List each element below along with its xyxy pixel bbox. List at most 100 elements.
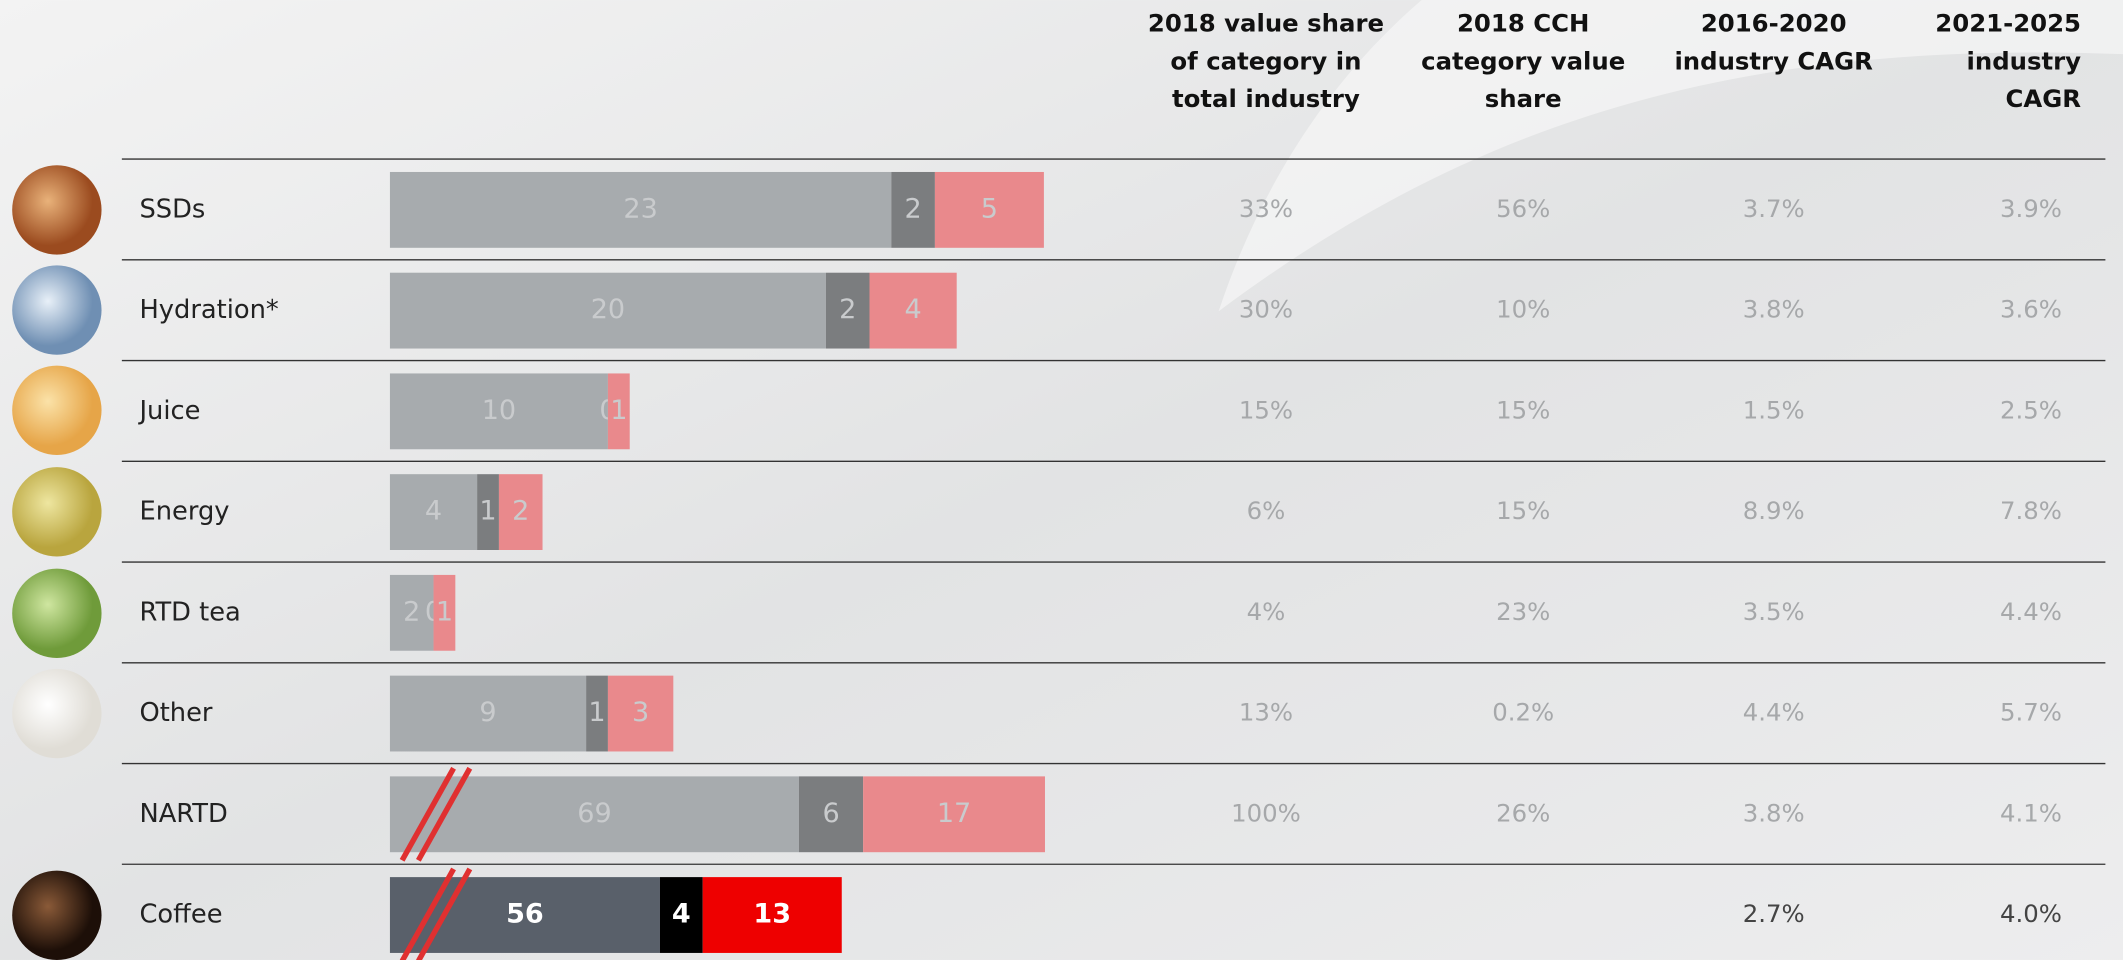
axis-break bbox=[416, 766, 473, 862]
icon bbox=[12, 467, 102, 557]
icon bbox=[12, 165, 102, 255]
icon bbox=[12, 870, 102, 960]
icon bbox=[12, 568, 102, 659]
column-header: of category in bbox=[1170, 46, 1361, 75]
bar-label: 2 bbox=[839, 294, 856, 325]
table-cell: 3.9% bbox=[2000, 194, 2062, 223]
bar-segment bbox=[389, 171, 892, 248]
bar-segment bbox=[586, 675, 608, 752]
table-cell: 23% bbox=[1496, 597, 1550, 626]
table-cell: 15% bbox=[1496, 496, 1550, 525]
bar-segment bbox=[389, 373, 608, 450]
category-label: Juice bbox=[137, 396, 200, 426]
bar-label: 1 bbox=[610, 395, 627, 426]
bar-segment bbox=[863, 776, 1045, 853]
table-cell: 3.8% bbox=[1743, 295, 1805, 324]
table-cell: 4.4% bbox=[2000, 597, 2062, 626]
bar-segment bbox=[498, 474, 543, 550]
table-cell: 4.0% bbox=[2000, 899, 2062, 928]
bar-segment bbox=[433, 574, 456, 651]
bar-segment bbox=[702, 877, 842, 953]
bar-segment bbox=[798, 776, 864, 853]
bar-label: 4 bbox=[672, 899, 691, 930]
table-cell: 3.5% bbox=[1743, 597, 1805, 626]
bar-label: 23 bbox=[623, 193, 657, 224]
axis-break bbox=[416, 867, 473, 960]
column-header: industry CAGR bbox=[1674, 46, 1873, 75]
column-header: 2021-2025 bbox=[1935, 8, 2081, 37]
bar-segment bbox=[869, 272, 957, 349]
table-cell: 33% bbox=[1239, 194, 1293, 223]
category-label: Hydration* bbox=[139, 295, 278, 325]
table-cell: 13% bbox=[1239, 698, 1293, 727]
bar-label: 13 bbox=[753, 899, 791, 930]
bar-segment bbox=[934, 171, 1044, 248]
bar-label: 6 bbox=[822, 798, 839, 829]
column-header: 2016-2020 bbox=[1701, 8, 1847, 37]
bar-label: 1 bbox=[588, 697, 605, 728]
bar-segment bbox=[607, 373, 630, 450]
bar-segment bbox=[659, 877, 703, 953]
table-cell: 1.5% bbox=[1743, 395, 1805, 424]
bar-segment bbox=[389, 877, 660, 953]
table-cell: 30% bbox=[1239, 295, 1293, 324]
table-cell: 100% bbox=[1231, 798, 1301, 827]
bar-label: 4 bbox=[904, 294, 921, 325]
bar-label: 69 bbox=[577, 798, 611, 829]
bar-label: 9 bbox=[479, 697, 496, 728]
bar-label: 2 bbox=[904, 193, 921, 224]
table-cell: 3.8% bbox=[1743, 798, 1805, 827]
table-cell: 15% bbox=[1496, 395, 1550, 424]
column-header: industry bbox=[1967, 46, 2082, 75]
bar-segment bbox=[389, 675, 587, 752]
bar-label: 17 bbox=[937, 798, 971, 829]
table-cell: 3.7% bbox=[1743, 194, 1805, 223]
category-label: NARTD bbox=[139, 799, 227, 829]
bar-label: 3 bbox=[632, 697, 649, 728]
column-header: share bbox=[1485, 84, 1562, 113]
column-header: 2018 CCH bbox=[1457, 8, 1589, 37]
column-header: 2018 value share bbox=[1148, 8, 1384, 37]
icon bbox=[12, 365, 102, 455]
category-label: Other bbox=[139, 698, 212, 728]
table-cell: 10% bbox=[1496, 295, 1550, 324]
bar-label: 4 bbox=[425, 496, 442, 527]
table-cell: 6% bbox=[1247, 496, 1286, 525]
bar-label: 2 bbox=[403, 596, 420, 627]
table-cell: 4.1% bbox=[2000, 798, 2062, 827]
bar-segment bbox=[607, 675, 674, 752]
column-header: CAGR bbox=[2006, 84, 2082, 113]
table-cell: 2.7% bbox=[1743, 899, 1805, 928]
axis-break bbox=[399, 766, 456, 862]
column-header: total industry bbox=[1172, 84, 1360, 113]
bar-label: 10 bbox=[482, 395, 516, 426]
table-cell: 4.4% bbox=[1743, 698, 1805, 727]
bar-label: 1 bbox=[436, 596, 453, 627]
background-swoosh bbox=[1218, 0, 2123, 312]
bar-segment bbox=[477, 474, 499, 550]
icon bbox=[12, 668, 102, 759]
table-cell: 4% bbox=[1247, 597, 1286, 626]
axis-break bbox=[399, 867, 456, 960]
table-cell: 5.7% bbox=[2000, 698, 2062, 727]
table-cell: 56% bbox=[1496, 194, 1550, 223]
bar-segment bbox=[389, 474, 478, 550]
bar-segment bbox=[891, 171, 935, 248]
category-label: Coffee bbox=[139, 900, 222, 930]
table-cell: 3.6% bbox=[2000, 295, 2062, 324]
category-label: SSDs bbox=[139, 194, 205, 224]
bar-segment bbox=[389, 574, 434, 651]
table-cell: 26% bbox=[1496, 798, 1550, 827]
category-label: RTD tea bbox=[139, 597, 240, 627]
bar-segment bbox=[389, 272, 826, 349]
bar-label: 1 bbox=[479, 496, 496, 527]
bar-label: 56 bbox=[506, 899, 544, 930]
bar-segment bbox=[825, 272, 870, 349]
category-label: Energy bbox=[139, 497, 229, 527]
bar-label: 20 bbox=[591, 294, 625, 325]
icon bbox=[12, 265, 102, 355]
bar-label: 5 bbox=[981, 193, 998, 224]
